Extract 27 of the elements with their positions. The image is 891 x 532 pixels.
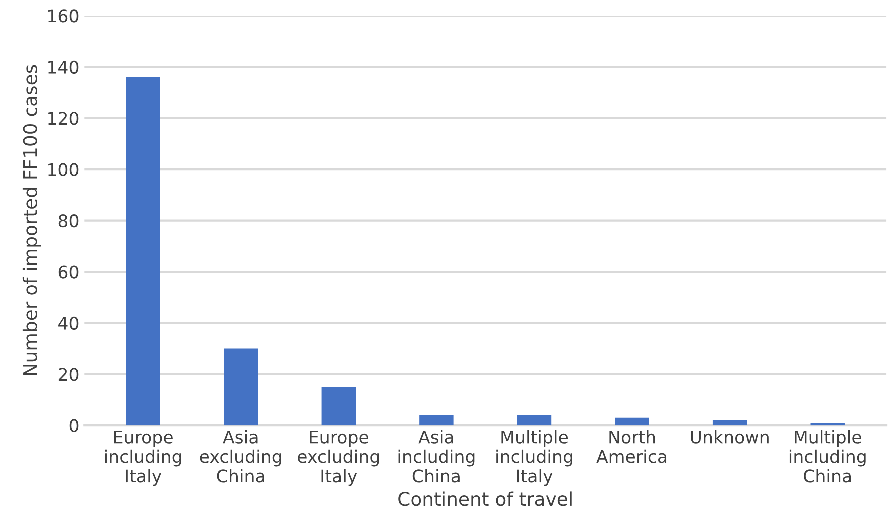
- x-tick-label: Europe excluding Italy: [298, 430, 380, 486]
- y-tick-label: 60: [58, 266, 79, 279]
- bar: [322, 387, 356, 426]
- x-tick-label: Asia excluding China: [200, 430, 282, 483]
- y-tick-label: 140: [48, 60, 79, 74]
- y-tick-label: 120: [48, 112, 79, 126]
- x-tick-label: Multiple including China: [790, 430, 866, 483]
- y-tick-label: 20: [58, 368, 79, 382]
- bar: [712, 420, 748, 426]
- x-tick-label: Unknown: [691, 430, 769, 444]
- x-tick-label: Asia including China: [398, 430, 475, 483]
- y-tick-label: 100: [48, 163, 79, 176]
- x-tick-label: Europe including Italy: [105, 430, 182, 486]
- x-tick-label: North America: [596, 430, 667, 464]
- y-tick-label: 40: [58, 316, 79, 330]
- y-tick-label: 0: [70, 419, 79, 432]
- y-tick-label: 80: [58, 214, 79, 228]
- bar: [810, 423, 845, 426]
- y-axis-title: Number of imported FF100 cases: [22, 65, 42, 376]
- x-axis-title: Continent of travel: [398, 492, 572, 506]
- bar: [615, 418, 650, 426]
- x-tick-label: Multiple including Italy: [496, 430, 572, 486]
- bar: [517, 415, 552, 426]
- y-tick-label: 160: [48, 10, 79, 23]
- bar: [224, 348, 258, 426]
- bar: [126, 77, 160, 426]
- bar: [420, 415, 454, 426]
